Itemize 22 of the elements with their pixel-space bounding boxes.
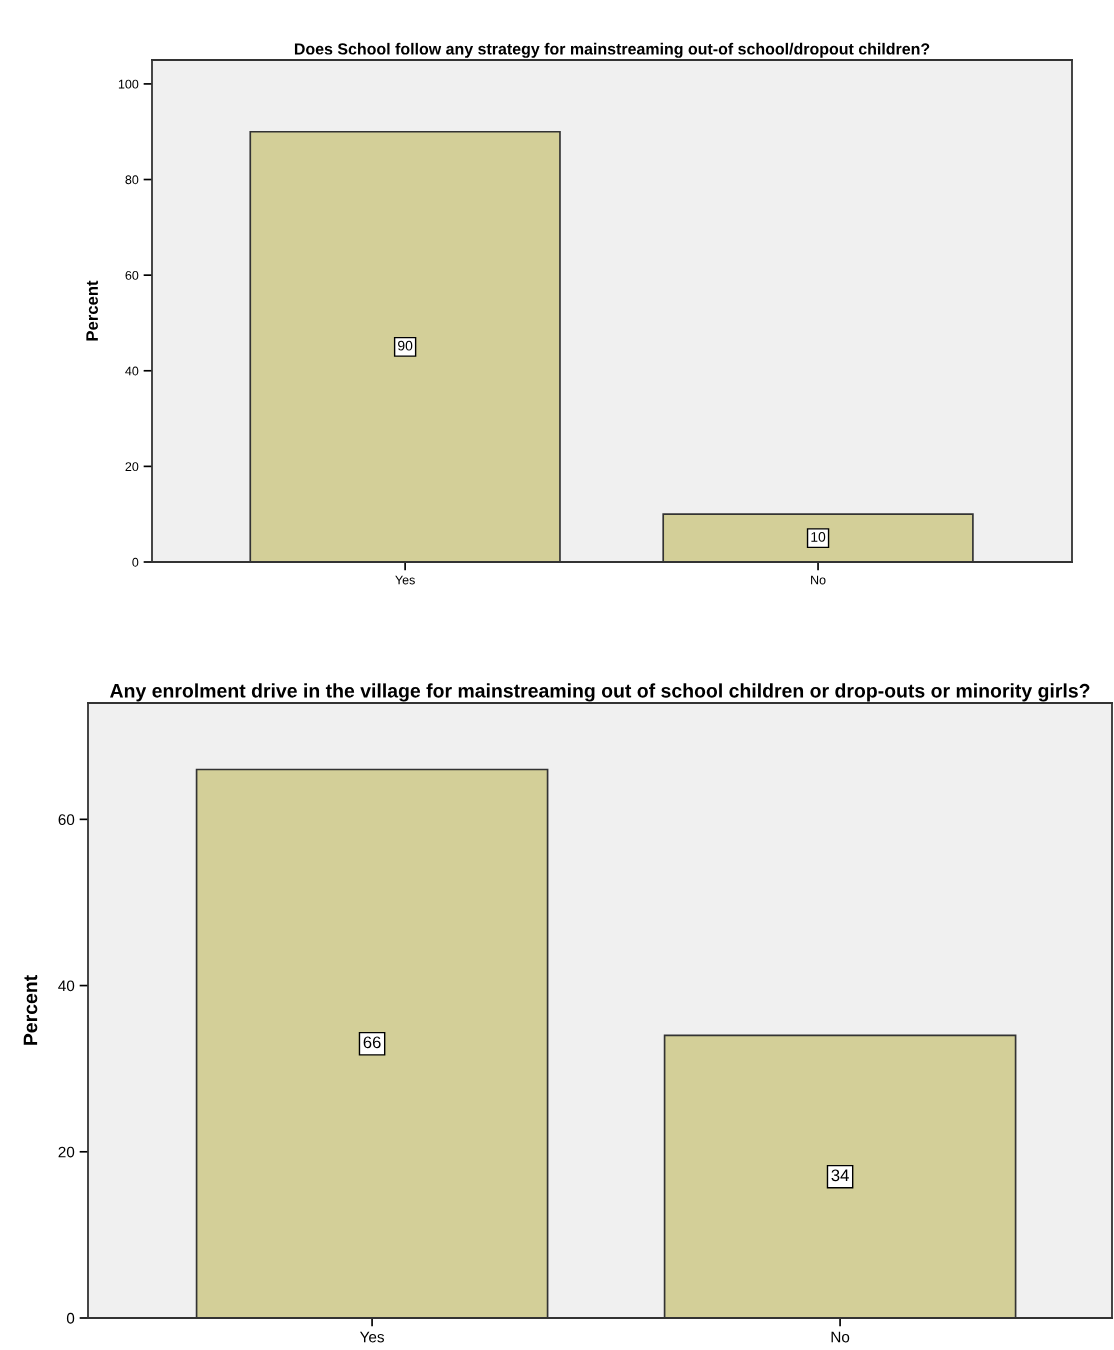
- y-tick-label: 0: [66, 1312, 75, 1324]
- chart-title: Does School follow any strategy for mainstreaming out-of school/dropout children?: [294, 42, 930, 58]
- chart-title: Any enrolment drive in the village for mainstreaming out of school children or drop-outs or minority girls?: [110, 683, 1090, 702]
- x-tick-label: No: [831, 1331, 850, 1343]
- y-tick-label: 20: [125, 462, 139, 472]
- y-tick-label: 0: [132, 557, 139, 567]
- data-label: 34: [831, 1169, 849, 1182]
- y-axis-title: Percent: [23, 975, 38, 1045]
- data-label: 10: [811, 531, 826, 542]
- y-tick-label: 40: [125, 366, 139, 376]
- data-label: 90: [398, 340, 413, 351]
- y-axis-title: Percent: [86, 280, 98, 341]
- data-label: 66: [363, 1036, 381, 1049]
- y-tick-label: 60: [58, 814, 75, 826]
- x-tick-label: Yes: [359, 1331, 384, 1343]
- x-tick-label: No: [811, 575, 826, 585]
- y-tick-label: 100: [118, 79, 139, 89]
- x-tick-label: Yes: [395, 575, 415, 585]
- y-tick-label: 20: [58, 1146, 75, 1158]
- y-tick-label: 40: [58, 980, 75, 992]
- y-tick-label: 80: [125, 175, 139, 185]
- y-tick-label: 60: [125, 270, 139, 280]
